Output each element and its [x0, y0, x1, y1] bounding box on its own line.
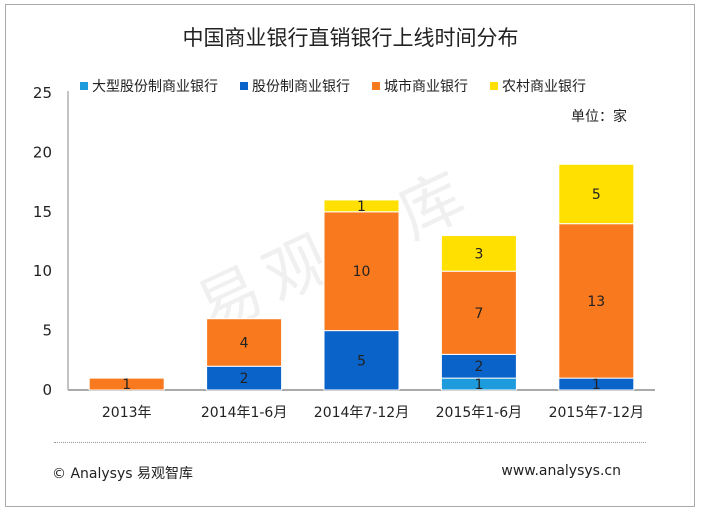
data-label: 1 — [474, 377, 483, 393]
legend-item: 农村商业银行 — [490, 76, 586, 96]
bar-segment — [558, 223, 635, 379]
bar-segment — [323, 211, 400, 332]
legend-swatch — [240, 82, 248, 90]
data-label: 1 — [592, 377, 601, 393]
bar-segment — [88, 377, 165, 391]
footer-url: www.analysys.cn — [501, 463, 621, 479]
y-tick-label: 15 — [33, 203, 52, 221]
legend-swatch — [372, 82, 380, 90]
data-label: 3 — [474, 246, 483, 262]
legend: 大型股份制商业银行 股份制商业银行 城市商业银行 农村商业银行 — [80, 76, 586, 96]
legend-item: 城市商业银行 — [372, 76, 468, 96]
bar-segment — [323, 199, 400, 213]
legend-swatch — [490, 82, 498, 90]
data-label: 13 — [587, 294, 605, 310]
y-tick-label: 20 — [33, 143, 52, 161]
x-tick-label: 2014年1-6月 — [201, 405, 288, 421]
data-label: 7 — [474, 306, 483, 322]
y-tick-label: 25 — [33, 84, 52, 102]
unit-label: 单位：家 — [571, 109, 627, 125]
data-label: 4 — [240, 335, 249, 351]
bar-segment — [558, 163, 635, 225]
data-label: 1 — [122, 377, 131, 393]
legend-label: 大型股份制商业银行 — [92, 79, 218, 95]
bar-segment — [206, 318, 283, 367]
data-label: 5 — [592, 187, 601, 203]
y-tick-label: 0 — [42, 381, 52, 399]
legend-item: 大型股份制商业银行 — [80, 76, 218, 96]
chart-frame — [5, 4, 695, 507]
x-tick-label: 2015年1-6月 — [436, 405, 523, 421]
data-label: 1 — [357, 199, 366, 215]
divider — [54, 442, 646, 443]
legend-item: 股份制商业银行 — [240, 76, 350, 96]
data-label: 2 — [240, 371, 249, 387]
data-label: 2 — [474, 359, 483, 375]
bar-segment — [440, 235, 517, 272]
x-tick-label: 2014年7-12月 — [314, 405, 409, 421]
x-tick-label: 2015年7-12月 — [549, 405, 644, 421]
legend-swatch — [80, 82, 88, 90]
y-tick-label: 5 — [42, 322, 52, 340]
legend-label: 农村商业银行 — [502, 79, 586, 95]
footer-copyright: © Analysys 易观智库 — [52, 466, 193, 482]
bar-segment — [440, 270, 517, 355]
data-label: 10 — [353, 264, 371, 280]
data-label: 5 — [357, 353, 366, 369]
legend-label: 股份制商业银行 — [252, 79, 350, 95]
x-tick-label: 2013年 — [102, 405, 152, 421]
chart-title: 中国商业银行直销银行上线时间分布 — [182, 26, 519, 50]
legend-label: 城市商业银行 — [384, 79, 468, 95]
y-tick-label: 10 — [33, 262, 52, 280]
